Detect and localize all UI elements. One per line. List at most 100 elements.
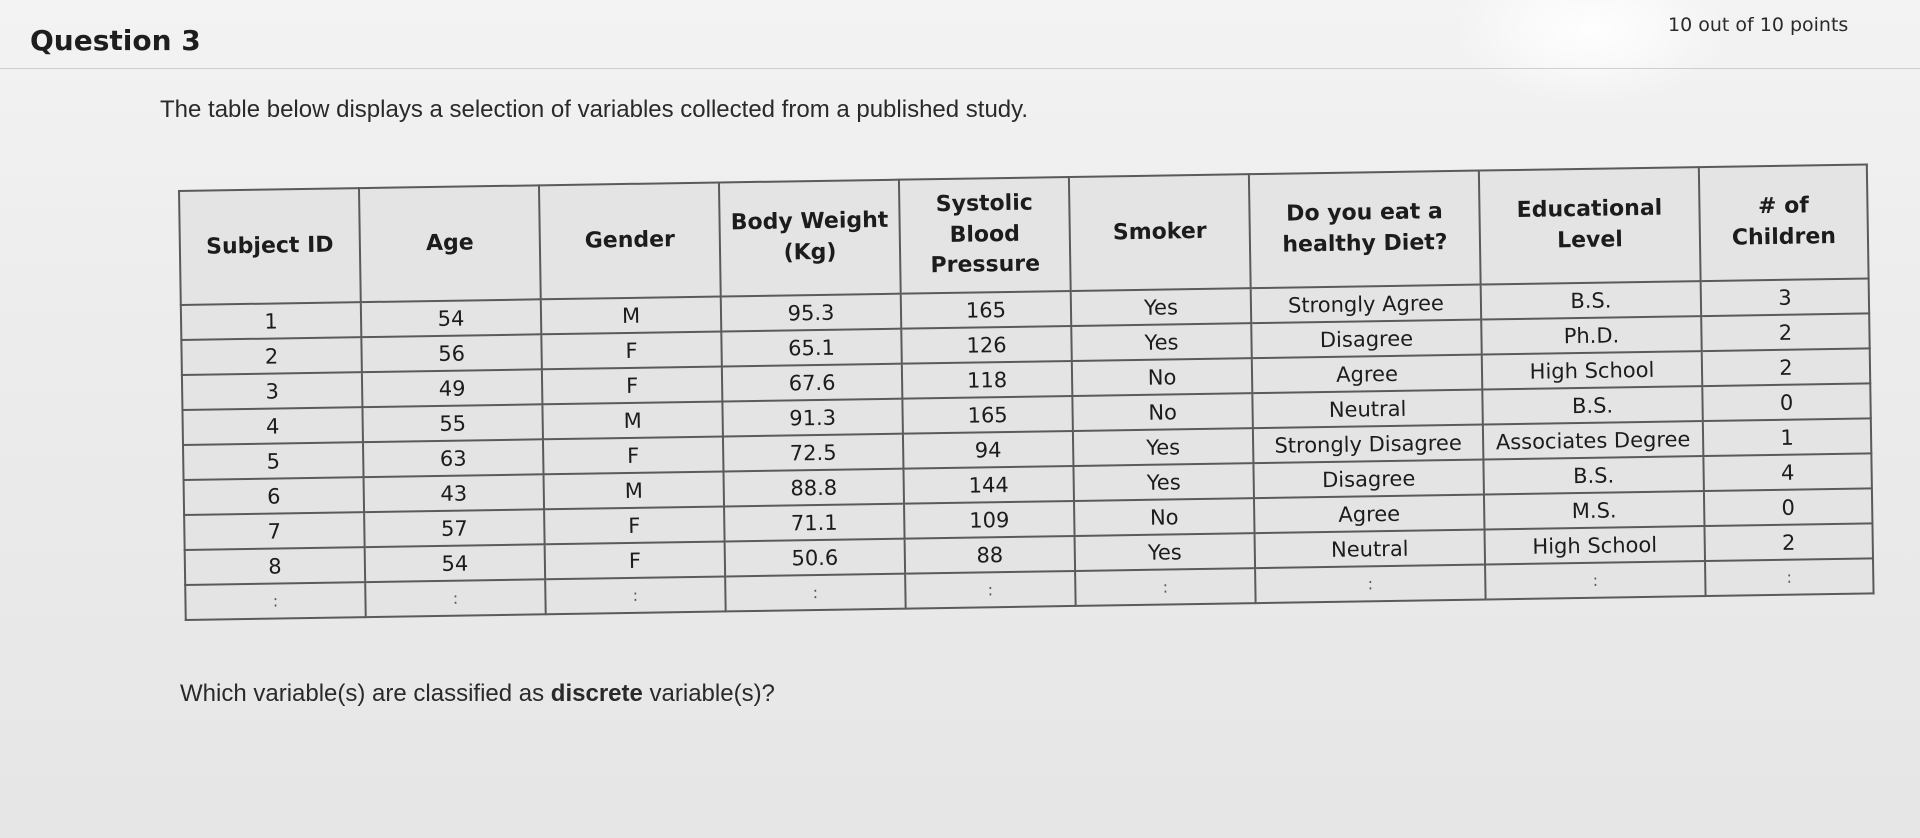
cell-continuation: : (725, 573, 906, 612)
cell-education: Ph.D. (1481, 316, 1702, 355)
cell-age: 43 (363, 474, 545, 513)
cell-education: Associates Degree (1482, 421, 1704, 460)
cell-blood-pressure: 165 (900, 290, 1072, 329)
cell-children: 0 (1702, 383, 1871, 422)
cell-children: 2 (1701, 313, 1870, 352)
cell-gender: F (541, 331, 722, 370)
cell-subject-id: 1 (180, 302, 362, 340)
cell-gender: M (542, 401, 723, 440)
cell-gender: M (543, 471, 725, 510)
cell-healthy-diet: Disagree (1251, 319, 1482, 359)
cell-subject-id: 2 (181, 337, 362, 375)
question-title: Question 3 (30, 24, 201, 57)
cell-smoker: No (1072, 393, 1253, 431)
points-score: 10 out of 10 points (1668, 14, 1849, 36)
cell-healthy-diet: Neutral (1254, 529, 1486, 569)
cell-healthy-diet: Agree (1251, 354, 1483, 394)
cell-subject-id: 7 (184, 512, 365, 550)
cell-continuation: : (905, 570, 1076, 609)
header-children: # of Children (1698, 164, 1869, 282)
cell-children: 3 (1700, 278, 1870, 317)
cell-smoker: No (1071, 358, 1253, 396)
cell-body-weight: 65.1 (721, 328, 902, 367)
cell-healthy-diet: Disagree (1253, 459, 1484, 499)
header-education: Educational Level (1478, 167, 1701, 285)
cell-smoker: No (1073, 498, 1255, 536)
cell-age: 54 (364, 544, 546, 583)
cell-continuation: : (365, 579, 546, 618)
cell-smoker: Yes (1073, 463, 1254, 501)
cell-gender: M (540, 296, 722, 335)
cell-blood-pressure: 165 (902, 395, 1073, 434)
header-body-weight: Body Weight (Kg) (718, 179, 901, 297)
cell-continuation: : (1485, 561, 1706, 600)
cell-age: 63 (362, 439, 544, 478)
cell-healthy-diet: Strongly Disagree (1252, 424, 1484, 464)
cell-children: 0 (1703, 488, 1873, 527)
cell-age: 57 (364, 509, 545, 548)
cell-subject-id: 8 (184, 547, 366, 585)
cell-healthy-diet: Agree (1253, 494, 1485, 534)
data-table-container: Subject ID Age Gender Body Weight (Kg) S… (178, 163, 1875, 621)
cell-children: 2 (1704, 523, 1873, 562)
cell-body-weight: 71.1 (724, 503, 905, 542)
cell-continuation: : (1075, 568, 1256, 606)
cell-blood-pressure: 88 (904, 535, 1076, 574)
cell-education: High School (1484, 526, 1706, 565)
cell-education: B.S. (1483, 456, 1704, 495)
cell-continuation: : (1705, 558, 1874, 597)
question-text-suffix: variable(s)? (642, 680, 775, 707)
question-prompt: The table below displays a selection of … (160, 96, 1029, 123)
cell-education: B.S. (1480, 281, 1702, 320)
cell-gender: F (542, 436, 724, 475)
question-text: Which variable(s) are classified as disc… (180, 680, 775, 708)
cell-blood-pressure: 144 (903, 465, 1074, 504)
cell-smoker: Yes (1074, 533, 1256, 571)
cell-smoker: Yes (1072, 428, 1254, 466)
cell-body-weight: 50.6 (724, 538, 906, 577)
cell-healthy-diet: Strongly Agree (1250, 284, 1482, 324)
cell-continuation: : (1255, 564, 1486, 604)
cell-age: 54 (360, 299, 542, 338)
cell-children: 1 (1702, 418, 1872, 457)
cell-children: 2 (1701, 348, 1871, 387)
cell-education: M.S. (1483, 491, 1705, 530)
cell-body-weight: 95.3 (720, 293, 902, 332)
cell-continuation: : (545, 576, 726, 615)
cell-blood-pressure: 118 (901, 360, 1073, 399)
cell-subject-id: 4 (182, 407, 363, 445)
cell-blood-pressure: 126 (901, 325, 1072, 364)
cell-smoker: Yes (1070, 288, 1252, 326)
cell-gender: F (544, 541, 726, 580)
question-text-emphasis: discrete (550, 680, 643, 707)
cell-body-weight: 91.3 (722, 398, 903, 437)
cell-blood-pressure: 94 (902, 430, 1074, 469)
cell-healthy-diet: Neutral (1252, 389, 1483, 429)
header-subject-id: Subject ID (179, 188, 361, 305)
header-healthy-diet: Do you eat a healthy Diet? (1248, 170, 1481, 289)
cell-blood-pressure: 109 (904, 500, 1075, 539)
header-smoker: Smoker (1068, 174, 1251, 291)
cell-age: 56 (361, 334, 542, 373)
cell-subject-id: 6 (183, 477, 365, 515)
header-age: Age (358, 185, 541, 303)
cell-children: 4 (1703, 453, 1872, 492)
header-divider (0, 68, 1920, 69)
cell-subject-id: 5 (183, 442, 364, 480)
header-gender: Gender (538, 182, 721, 300)
cell-smoker: Yes (1071, 323, 1252, 361)
cell-education: High School (1481, 351, 1703, 390)
cell-education: B.S. (1482, 386, 1703, 425)
cell-continuation: : (185, 582, 366, 620)
cell-gender: F (541, 366, 723, 405)
data-table: Subject ID Age Gender Body Weight (Kg) S… (178, 163, 1875, 621)
cell-body-weight: 67.6 (721, 363, 903, 402)
cell-body-weight: 72.5 (722, 433, 904, 472)
cell-age: 55 (362, 404, 543, 443)
header-blood-pressure: Systolic Blood Pressure (898, 177, 1071, 294)
cell-body-weight: 88.8 (723, 468, 905, 507)
question-text-prefix: Which variable(s) are classified as (180, 680, 551, 707)
cell-subject-id: 3 (181, 372, 363, 410)
cell-age: 49 (361, 369, 543, 408)
cell-gender: F (544, 506, 725, 545)
